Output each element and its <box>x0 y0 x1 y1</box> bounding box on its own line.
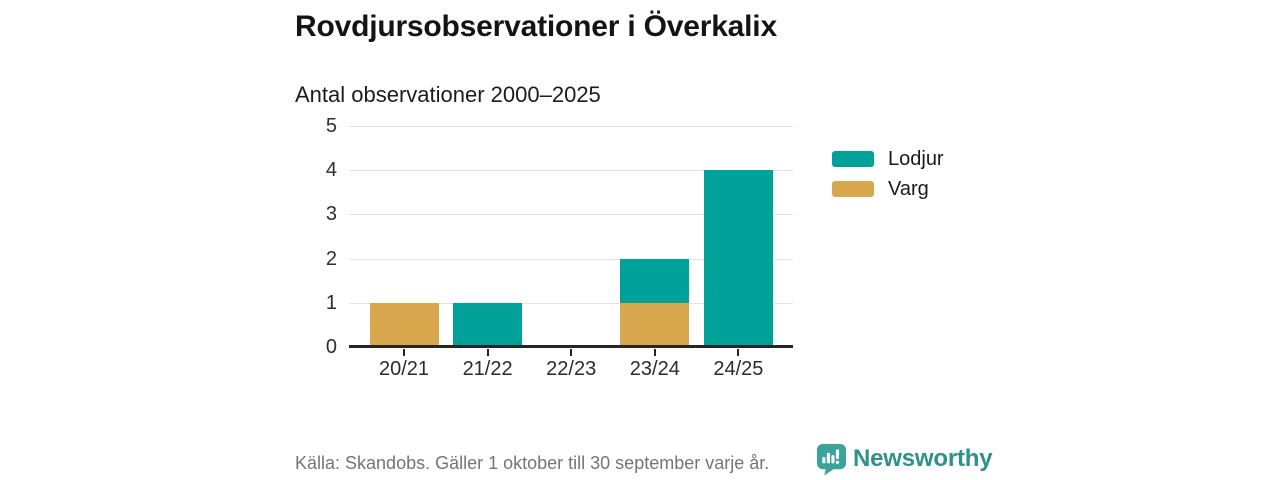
y-axis-tick-label: 4 <box>325 159 337 181</box>
legend-label: Varg <box>888 177 929 200</box>
x-axis-tick-label: 21/22 <box>462 358 513 380</box>
x-axis-tick <box>570 349 573 356</box>
page-title: Rovdjursobservationer i Överkalix <box>295 10 777 43</box>
source-note: Källa: Skandobs. Gäller 1 oktober till 3… <box>295 453 770 473</box>
legend-item: Lodjur <box>832 147 944 170</box>
chart-subtitle: Antal observationer 2000–2025 <box>295 82 601 107</box>
bar-segment <box>620 302 690 347</box>
chart-legend: Lodjur Varg <box>832 147 944 210</box>
bar-segment <box>703 170 773 347</box>
bar-segment <box>369 302 439 347</box>
x-axis-tick <box>403 349 405 356</box>
x-axis-line <box>349 345 793 348</box>
y-axis-tick-label: 3 <box>325 203 337 225</box>
newsworthy-bubble-chart-icon <box>816 443 847 475</box>
y-axis-tick-label: 0 <box>325 336 337 358</box>
x-axis-tick <box>653 349 656 356</box>
y-axis-tick-label: 5 <box>325 115 337 137</box>
x-axis-tick-label: 24/25 <box>713 358 764 380</box>
x-axis-tick <box>737 349 740 356</box>
legend-item: Varg <box>832 177 944 200</box>
x-axis-tick-label: 23/24 <box>629 358 680 380</box>
x-axis-tick-label: 22/23 <box>546 358 597 380</box>
gridline <box>349 303 793 304</box>
brand-name: Newsworthy <box>853 445 993 472</box>
y-axis-tick-label: 2 <box>325 248 337 270</box>
legend-swatch <box>832 150 874 167</box>
legend-label: Lodjur <box>888 147 944 170</box>
newsworthy-logo: Newsworthy <box>816 443 993 475</box>
gridline <box>349 170 793 171</box>
y-axis-tick-label: 1 <box>325 292 337 314</box>
bar-segment <box>620 258 690 303</box>
legend-swatch <box>832 180 874 197</box>
gridline <box>349 259 793 260</box>
x-axis-tick <box>486 349 489 356</box>
gridline <box>349 214 793 215</box>
bar-segment <box>453 302 523 347</box>
x-axis-tick-label: 20/21 <box>378 358 430 380</box>
gridline <box>349 126 793 127</box>
